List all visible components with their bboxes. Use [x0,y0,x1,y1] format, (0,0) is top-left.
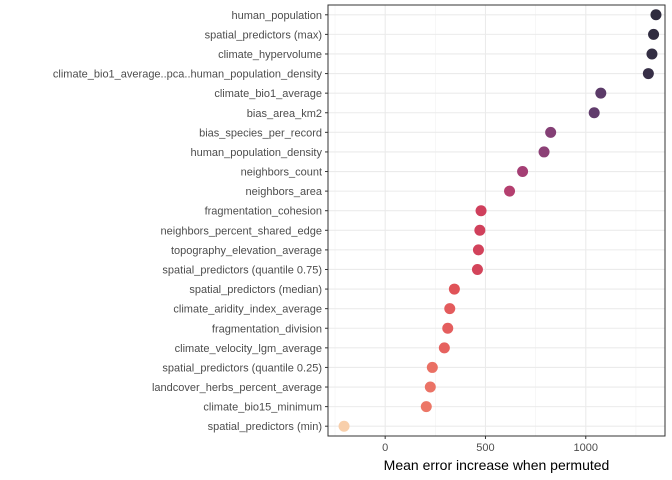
data-point [538,146,550,158]
y-tick-label: topography_elevation_average [171,245,322,257]
x-axis-title: Mean error increase when permuted [384,457,610,473]
x-tick-labels: 0 500 1000 [382,436,598,454]
y-tick-label: climate_bio15_minimum [203,402,322,414]
plot-panel-border [327,4,666,437]
x-tick-label: 500 [476,442,494,454]
data-point [595,87,607,99]
data-point [424,381,436,393]
y-tick-label: spatial_predictors (median) [189,284,322,296]
data-point [442,322,454,334]
data-point [588,107,600,119]
y-tick-label: fragmentation_division [212,323,322,335]
data-point [472,244,484,256]
data-point [648,28,660,40]
data-point [448,283,460,295]
y-tick-label: climate_hypervolume [218,49,322,61]
data-point [438,342,450,354]
y-tick-label: fragmentation_cohesion [205,206,322,218]
y-tick-label: spatial_predictors (quantile 0.25) [162,362,322,374]
y-tick-label: human_population_density [191,147,323,159]
data-points [338,9,662,432]
y-tick-label: bias_area_km2 [247,108,322,120]
data-point [471,263,483,275]
data-point [642,68,654,80]
data-point [504,185,516,197]
grid-lines [328,5,665,436]
y-tick-label: human_population [231,10,322,22]
y-tick-label: spatial_predictors (max) [205,29,322,41]
y-tick-label: neighbors_area [246,186,323,198]
data-point [420,401,432,413]
x-tick-label: 0 [382,442,388,454]
data-point [646,48,658,60]
y-tick-label: climate_velocity_lgm_average [175,343,322,355]
y-tick-label: spatial_predictors (quantile 0.75) [162,264,322,276]
y-tick-label: climate_aridity_index_average [173,304,322,316]
data-point [475,205,487,217]
y-tick-label: climate_bio1_average [214,88,322,100]
data-point [545,126,557,138]
x-tick-label: 1000 [574,442,598,454]
data-point [426,361,438,373]
y-tick-label: bias_species_per_record [199,127,322,139]
y-tick-label: climate_bio1_average..pca..human_populat… [53,69,323,81]
data-point [650,9,662,21]
y-tick-label: spatial_predictors (min) [208,421,322,433]
y-tick-label: neighbors_percent_shared_edge [161,225,322,237]
data-point [444,303,456,315]
y-tick-labels: human_population spatial_predictors (max)… [53,10,328,433]
data-point [517,166,529,178]
y-tick-label: landcover_herbs_percent_average [152,382,322,394]
data-point [338,420,350,432]
plot-background [328,5,665,436]
y-tick-label: neighbors_count [241,167,322,179]
data-point [474,224,486,236]
